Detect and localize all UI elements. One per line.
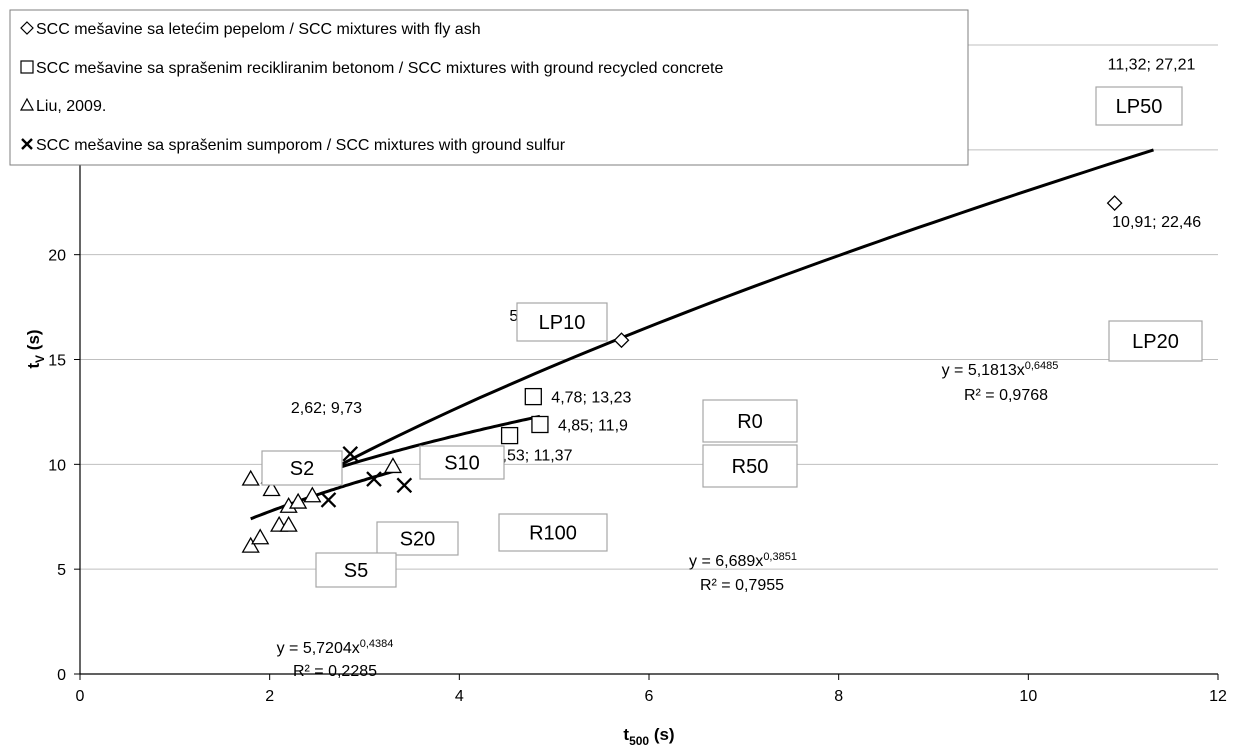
cross-point: [320, 492, 337, 508]
trendline-r2: R² = 0,9768: [964, 387, 1048, 404]
square-point: [524, 387, 542, 406]
cross-point: [366, 471, 382, 487]
mixture-label-layer: LP50 LP10 LP20 R0 R50 S2 S10 S20 R100 S5: [261, 86, 1203, 588]
triangle-point: [251, 528, 270, 545]
legend: SCC mešavine sa letećim pepelom / SCC mi…: [9, 9, 969, 166]
legend-label: Liu, 2009.: [36, 98, 106, 115]
mixture-label: R0: [737, 411, 763, 433]
legend-label: SCC mešavine sa letećim pepelom / SCC mi…: [36, 21, 481, 38]
x-tick-label: 6: [645, 688, 654, 705]
trendline-equation: y = 6,689x0,3851: [689, 551, 797, 570]
y-tick-label: 5: [57, 562, 66, 579]
diamond-point: [1106, 195, 1123, 212]
y-tick-label: 15: [48, 353, 66, 370]
triangle-point: [383, 457, 403, 474]
mixture-label-box: [1108, 320, 1203, 362]
mixture-label: R50: [732, 456, 769, 478]
trendline: [327, 148, 1154, 473]
mixture-label: S20: [400, 529, 436, 551]
x-tick-label: 0: [76, 688, 85, 705]
x-tick-label: 8: [834, 688, 843, 705]
trendline-equation: y = 5,1813x0,6485: [942, 360, 1059, 379]
mixture-label: LP20: [1132, 331, 1179, 353]
trendline-r2: R² = 0,7955: [700, 577, 784, 594]
point-value-label: 11,32; 27,21: [1108, 56, 1196, 73]
trendline-layer: [250, 148, 1154, 521]
point-value-label: 4,85; 11,9: [558, 417, 628, 434]
triangle-point: [303, 486, 322, 503]
legend-box: [9, 9, 969, 166]
mixture-label-box: [702, 399, 798, 443]
mixture-label-box: [315, 552, 397, 588]
mixture-label: S10: [444, 453, 480, 475]
mixture-label: S5: [344, 560, 368, 582]
mixture-label-box: [498, 513, 608, 552]
equation-layer: y = 5,1813x0,6485 R² = 0,9768 y = 6,689x0,…: [277, 360, 1059, 680]
legend-label: SCC mešavine sa sprašenim recikliranim b…: [36, 60, 723, 77]
mixture-label-box: [419, 445, 505, 480]
trendline: [328, 414, 541, 473]
mixture-label-box: [1095, 86, 1183, 126]
mixture-label: LP50: [1116, 96, 1163, 118]
y-tick-label: 0: [57, 667, 66, 684]
trendline-r2: R² = 0,2285: [293, 663, 377, 680]
x-tick-label: 12: [1209, 688, 1227, 705]
square-point: [531, 415, 549, 434]
point-value-label: 4,78; 13,23: [551, 390, 631, 407]
mixture-label-box: [261, 450, 343, 486]
triangle-point: [241, 536, 260, 553]
y-axis-title: tV (s): [24, 329, 47, 368]
point-value-label: 10,91; 22,46: [1112, 214, 1201, 231]
mixture-label: LP10: [539, 312, 586, 334]
x-axis-title: t500 (s): [623, 725, 674, 745]
mixture-label: R100: [529, 523, 577, 545]
cross-point: [396, 477, 413, 494]
square-point: [500, 426, 519, 445]
legend-label: SCC mešavine sa sprašenim sumporom / SCC…: [36, 137, 566, 154]
axis-layer: 0246810120510152025t500 (s)tV (s): [24, 45, 1227, 745]
mixture-label-box: [376, 521, 459, 556]
legend-diamond-icon: [20, 21, 34, 35]
legend-cross-icon: [21, 138, 33, 150]
diamond-point: [613, 332, 630, 349]
triangle-point: [288, 492, 308, 509]
trendline-equation: y = 5,7204x0,4384: [277, 638, 394, 657]
legend-square-icon: [20, 60, 34, 74]
mixture-label: S2: [290, 458, 314, 480]
y-tick-label: 10: [48, 457, 66, 474]
mixture-label-box: [702, 444, 798, 488]
point-value-label: 4,53; 11,37: [494, 448, 573, 465]
triangle-point: [279, 515, 298, 532]
x-tick-label: 10: [1019, 688, 1037, 705]
point-value-label: 2,62; 9,73: [291, 400, 362, 417]
x-tick-label: 2: [265, 688, 274, 705]
x-tick-label: 4: [455, 688, 464, 705]
cross-point: [342, 446, 359, 462]
y-tick-label: 20: [48, 248, 66, 265]
triangle-point: [262, 480, 281, 497]
triangle-point: [241, 469, 260, 486]
mixture-label-box: [516, 302, 608, 342]
legend-triangle-icon: [19, 97, 35, 111]
